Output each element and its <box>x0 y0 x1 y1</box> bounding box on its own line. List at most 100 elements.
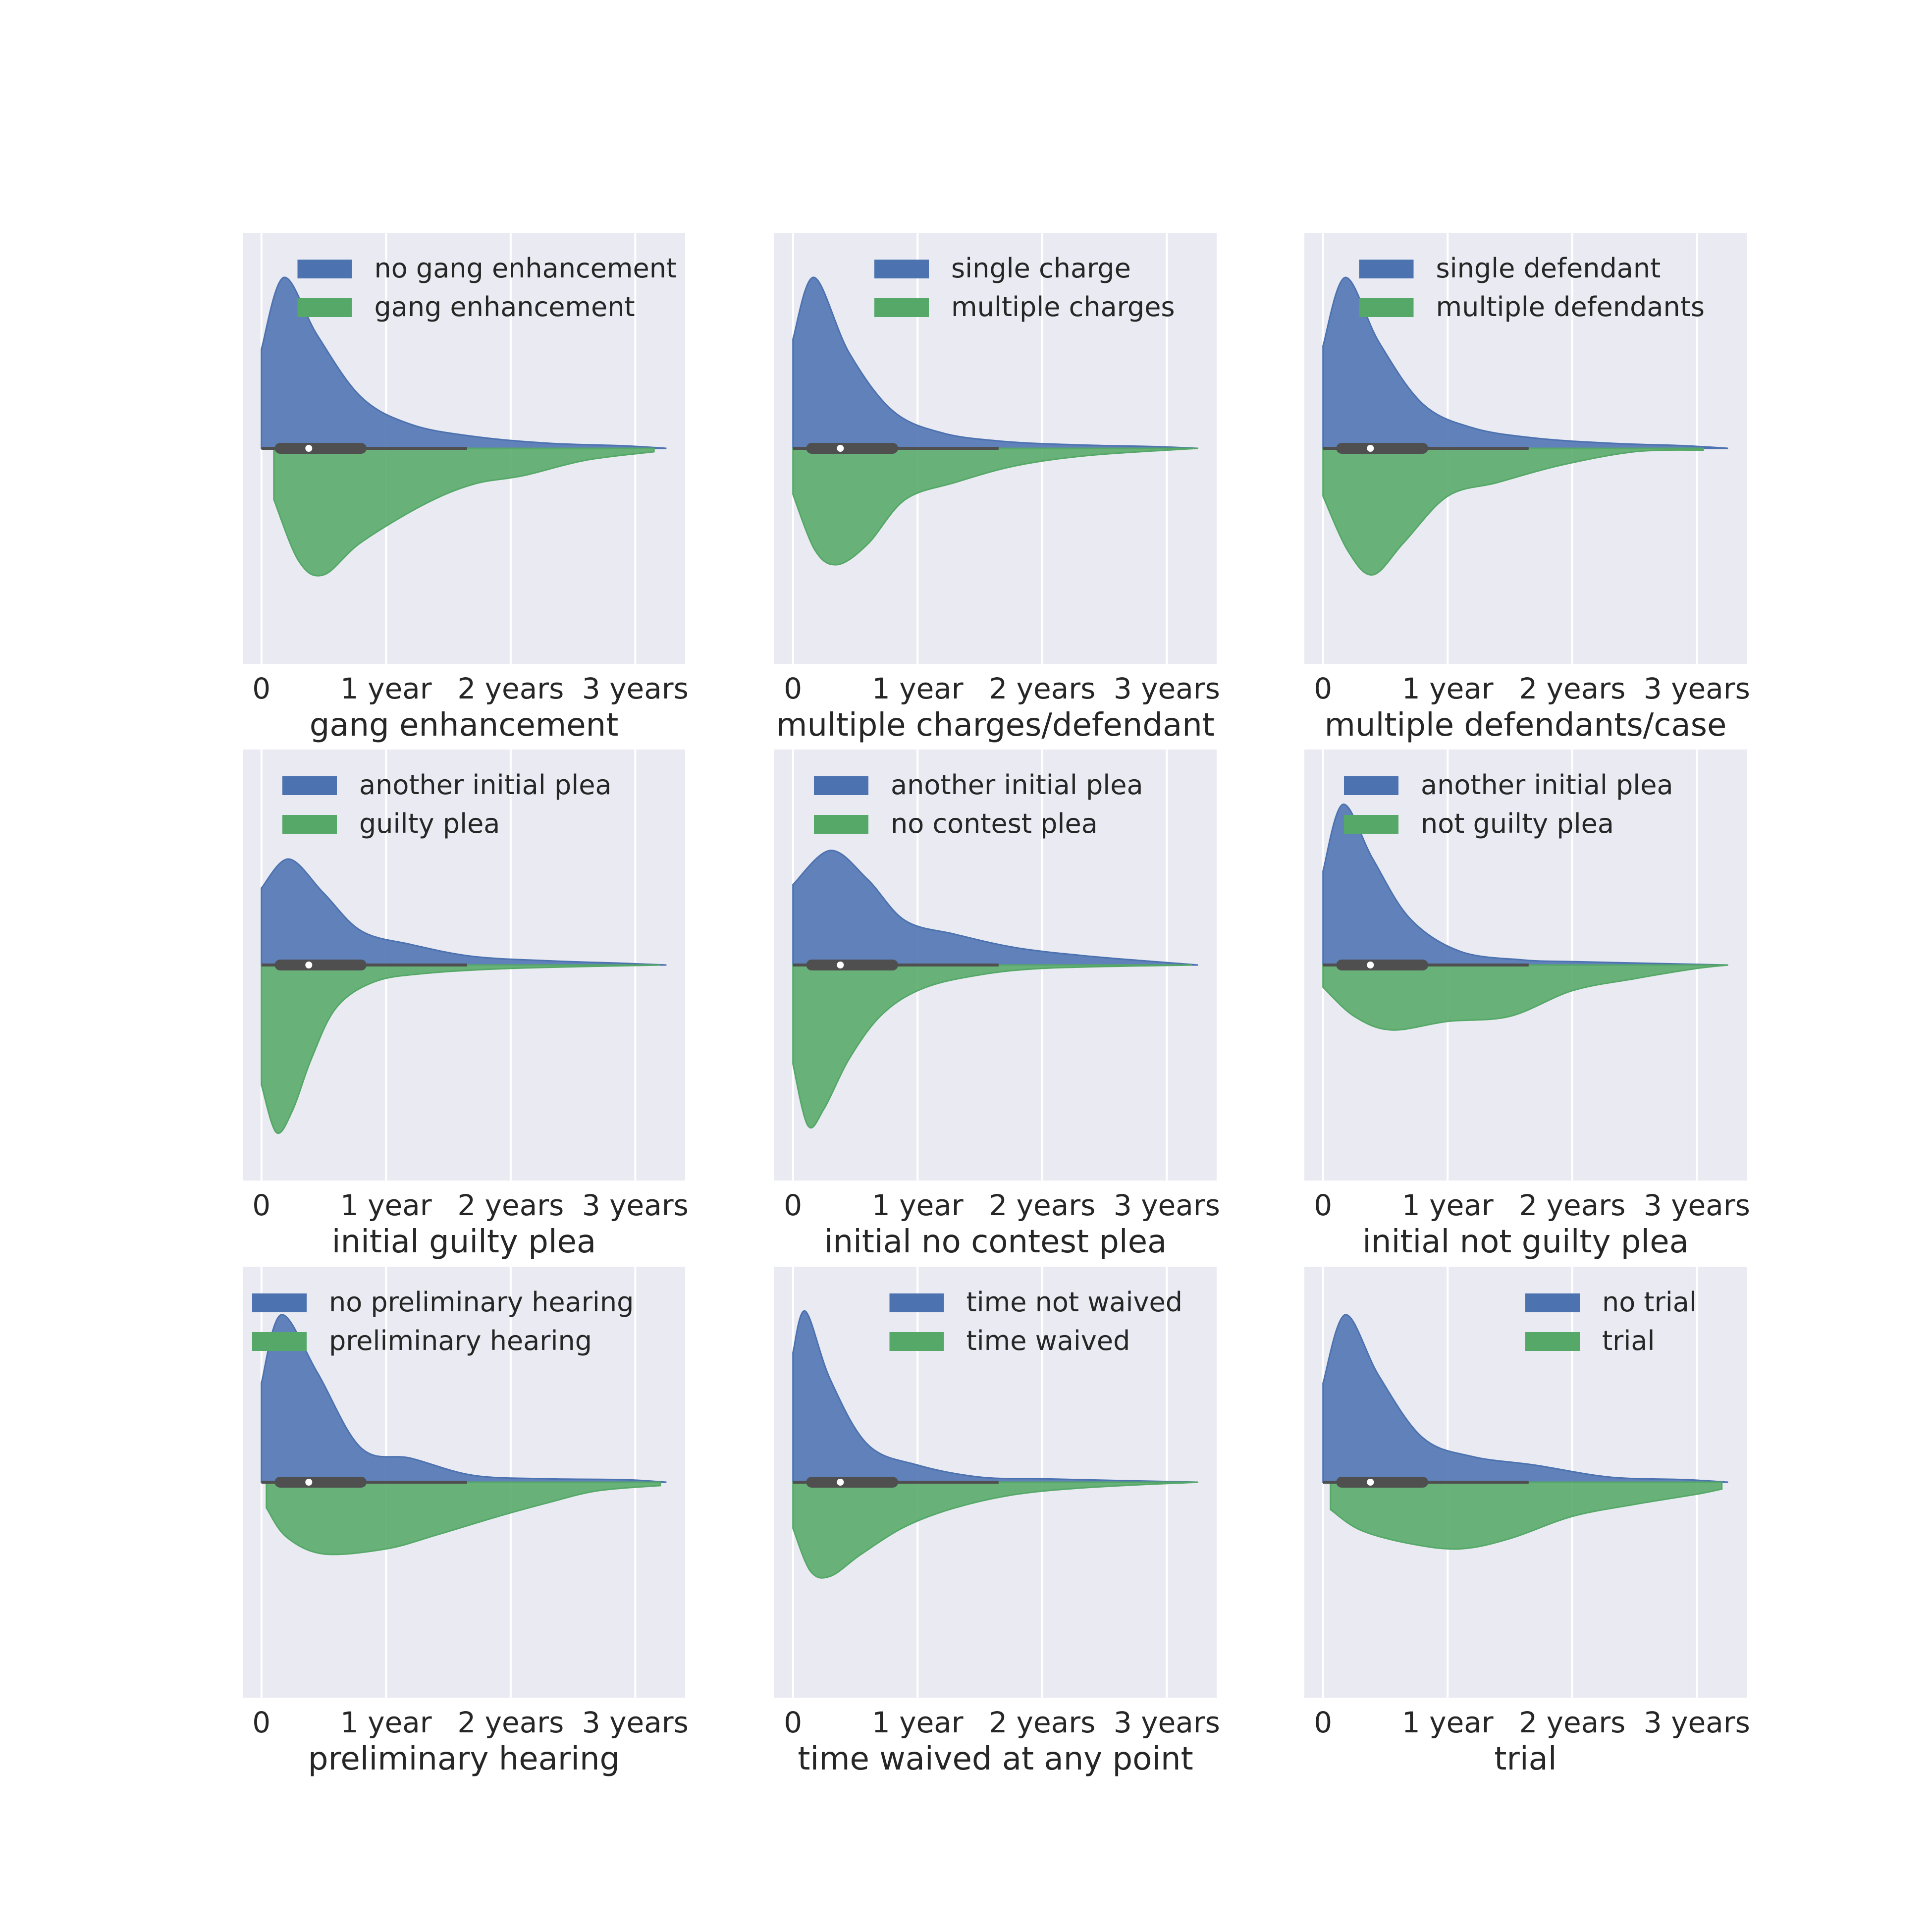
x-axis-title: initial not guilty plea <box>1362 1224 1689 1260</box>
violin-top <box>261 858 667 966</box>
x-axis-title: preliminary hearing <box>308 1741 620 1777</box>
legend-label: no contest plea <box>891 808 1098 839</box>
x-tick-label: 2 years <box>1519 672 1625 705</box>
median-marker <box>305 962 313 968</box>
legend-label: gang enhancement <box>375 291 635 322</box>
x-tick-label: 0 <box>1314 672 1332 705</box>
violin-top <box>1322 276 1728 449</box>
x-tick-label: 2 years <box>989 1188 1095 1222</box>
legend-label: single defendant <box>1436 253 1661 284</box>
legend-swatch <box>874 298 929 317</box>
x-tick-label: 3 years <box>582 1706 689 1739</box>
x-axis-title: gang enhancement <box>310 707 619 744</box>
legend-swatch <box>889 1293 944 1312</box>
legend: no gang enhancement gang enhancement <box>297 253 677 322</box>
x-tick-label: 2 years <box>1519 1706 1625 1739</box>
legend-swatch <box>814 815 868 834</box>
median-marker <box>837 1479 844 1486</box>
x-tick-label: 0 <box>252 1188 270 1222</box>
violin-top <box>792 1310 1198 1483</box>
x-tick-label: 1 year <box>872 1188 964 1222</box>
legend-label: another initial plea <box>891 769 1143 801</box>
legend-label: no preliminary hearing <box>329 1287 634 1318</box>
legend-swatch <box>1344 815 1398 834</box>
x-tick-label: 1 year <box>872 1706 964 1739</box>
legend: single defendant multiple defendants <box>1359 253 1705 322</box>
x-tick-label: 3 years <box>1644 672 1750 705</box>
median-marker <box>305 1479 313 1486</box>
legend-label: time not waived <box>966 1287 1182 1318</box>
legend-swatch <box>1344 776 1398 795</box>
violin-bottom <box>792 1481 1198 1579</box>
legend-label: no trial <box>1602 1287 1697 1318</box>
legend: no trial trial <box>1525 1287 1697 1356</box>
legend: no preliminary hearing preliminary hearin… <box>252 1287 634 1356</box>
x-axis-title: multiple defendants/case <box>1325 707 1727 744</box>
legend-label: guilty plea <box>359 808 500 839</box>
median-marker <box>1367 962 1374 968</box>
x-tick-label: 0 <box>1314 1706 1332 1739</box>
x-tick-label: 2 years <box>989 672 1095 705</box>
x-tick-label: 0 <box>1314 1188 1332 1222</box>
legend-swatch <box>252 1293 307 1312</box>
violin-bottom <box>792 964 1192 1129</box>
legend-swatch <box>874 260 929 278</box>
x-tick-label: 1 year <box>872 672 964 705</box>
x-tick-label: 2 years <box>457 672 564 705</box>
legend-swatch <box>297 260 352 278</box>
x-tick-label: 1 year <box>1402 672 1494 705</box>
legend-label: another initial plea <box>359 769 612 801</box>
x-tick-label: 0 <box>784 1188 802 1222</box>
violin-top <box>792 276 1198 449</box>
violin-top <box>261 1314 667 1483</box>
x-tick-label: 3 years <box>1114 1706 1220 1739</box>
legend: another initial plea no contest plea <box>814 769 1143 839</box>
x-tick-label: 1 year <box>1402 1706 1494 1739</box>
x-tick-label: 0 <box>784 672 802 705</box>
x-tick-label: 3 years <box>1114 1188 1220 1222</box>
x-tick-label: 1 year <box>340 1188 432 1222</box>
violin-bottom <box>1330 1481 1723 1550</box>
x-tick-label: 2 years <box>1519 1188 1625 1222</box>
legend-label: time waived <box>966 1325 1130 1356</box>
legend-swatch <box>889 1332 944 1351</box>
legend-swatch <box>282 776 337 795</box>
x-tick-label: 0 <box>252 1706 270 1739</box>
violin-bottom <box>1322 447 1704 576</box>
x-axis-title: initial guilty plea <box>332 1224 596 1260</box>
legend-label: no gang enhancement <box>375 253 677 284</box>
legend: single charge multiple charges <box>874 253 1175 322</box>
legend-swatch <box>282 815 337 834</box>
violin-top <box>1322 1314 1728 1483</box>
legend-label: trial <box>1602 1325 1655 1356</box>
x-tick-label: 1 year <box>340 672 432 705</box>
legend-swatch <box>1525 1293 1580 1312</box>
x-tick-label: 3 years <box>582 672 689 705</box>
violin-bottom <box>1322 964 1728 1031</box>
violin-top <box>792 850 1198 966</box>
median-marker <box>1367 1479 1374 1486</box>
x-tick-label: 1 year <box>1402 1188 1494 1222</box>
legend-swatch <box>1359 260 1414 278</box>
legend-swatch <box>252 1332 307 1351</box>
x-tick-label: 0 <box>252 672 270 705</box>
violin-bottom <box>261 964 660 1134</box>
legend-label: single charge <box>951 253 1131 284</box>
violin-top <box>1322 804 1728 966</box>
subplot-9: 0 1 year 2 years 3 years trial no trial trial <box>1304 1267 1750 1777</box>
x-axis-title: trial <box>1494 1741 1556 1777</box>
x-axis-title: initial no contest plea <box>824 1224 1167 1260</box>
legend-label: not guilty plea <box>1421 808 1614 839</box>
legend-label: another initial plea <box>1421 769 1673 801</box>
median-marker <box>837 445 844 452</box>
x-tick-label: 3 years <box>1644 1188 1750 1222</box>
